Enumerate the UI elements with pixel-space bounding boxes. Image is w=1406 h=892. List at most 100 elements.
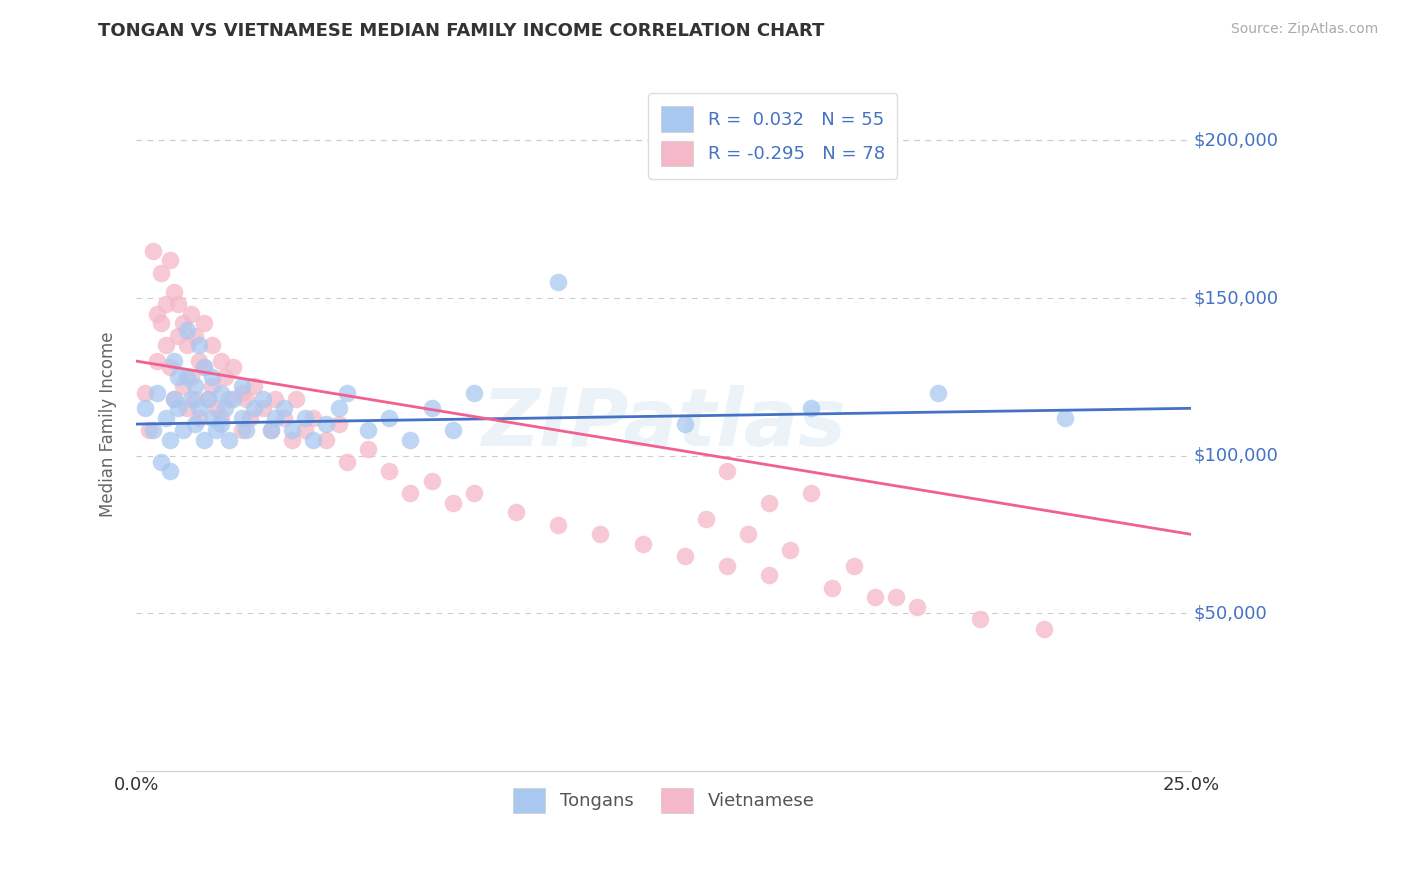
- Point: [260, 423, 283, 437]
- Point: [673, 417, 696, 431]
- Point: [188, 410, 211, 425]
- Point: [159, 464, 181, 478]
- Text: TONGAN VS VIETNAMESE MEDIAN FAMILY INCOME CORRELATION CHART: TONGAN VS VIETNAMESE MEDIAN FAMILY INCOM…: [98, 22, 825, 40]
- Point: [155, 410, 177, 425]
- Point: [235, 423, 257, 437]
- Point: [222, 392, 245, 406]
- Point: [758, 496, 780, 510]
- Point: [150, 316, 173, 330]
- Point: [163, 354, 186, 368]
- Point: [163, 285, 186, 299]
- Point: [209, 417, 232, 431]
- Point: [294, 423, 316, 437]
- Point: [631, 537, 654, 551]
- Point: [273, 410, 295, 425]
- Point: [252, 401, 274, 416]
- Point: [193, 433, 215, 447]
- Point: [184, 417, 207, 431]
- Point: [205, 423, 228, 437]
- Point: [336, 455, 359, 469]
- Point: [180, 392, 202, 406]
- Point: [294, 410, 316, 425]
- Point: [821, 581, 844, 595]
- Point: [146, 307, 169, 321]
- Point: [420, 401, 443, 416]
- Point: [264, 392, 287, 406]
- Point: [201, 410, 224, 425]
- Point: [281, 423, 304, 437]
- Point: [737, 527, 759, 541]
- Point: [463, 385, 485, 400]
- Point: [716, 464, 738, 478]
- Point: [167, 401, 190, 416]
- Point: [134, 385, 156, 400]
- Point: [150, 455, 173, 469]
- Point: [927, 385, 949, 400]
- Point: [673, 549, 696, 564]
- Point: [180, 307, 202, 321]
- Point: [328, 417, 350, 431]
- Point: [193, 360, 215, 375]
- Point: [155, 338, 177, 352]
- Point: [201, 338, 224, 352]
- Text: ZIPatlas: ZIPatlas: [481, 385, 846, 463]
- Point: [441, 423, 464, 437]
- Point: [193, 316, 215, 330]
- Point: [134, 401, 156, 416]
- Point: [463, 486, 485, 500]
- Point: [231, 410, 253, 425]
- Point: [285, 392, 308, 406]
- Point: [184, 379, 207, 393]
- Point: [209, 410, 232, 425]
- Point: [842, 558, 865, 573]
- Point: [547, 275, 569, 289]
- Point: [163, 392, 186, 406]
- Point: [378, 464, 401, 478]
- Point: [184, 392, 207, 406]
- Point: [1032, 622, 1054, 636]
- Text: $150,000: $150,000: [1194, 289, 1278, 307]
- Point: [146, 354, 169, 368]
- Point: [505, 505, 527, 519]
- Point: [197, 392, 219, 406]
- Point: [281, 433, 304, 447]
- Point: [589, 527, 612, 541]
- Point: [188, 338, 211, 352]
- Point: [336, 385, 359, 400]
- Point: [800, 401, 823, 416]
- Point: [197, 392, 219, 406]
- Point: [378, 410, 401, 425]
- Point: [273, 401, 295, 416]
- Point: [218, 433, 240, 447]
- Point: [167, 369, 190, 384]
- Point: [231, 379, 253, 393]
- Point: [146, 385, 169, 400]
- Point: [399, 486, 422, 500]
- Point: [188, 401, 211, 416]
- Point: [231, 385, 253, 400]
- Point: [201, 379, 224, 393]
- Point: [863, 591, 886, 605]
- Point: [163, 392, 186, 406]
- Point: [758, 568, 780, 582]
- Point: [176, 338, 198, 352]
- Point: [243, 401, 266, 416]
- Point: [172, 316, 194, 330]
- Point: [315, 433, 337, 447]
- Point: [142, 423, 165, 437]
- Point: [800, 486, 823, 500]
- Point: [420, 474, 443, 488]
- Point: [209, 354, 232, 368]
- Point: [138, 423, 160, 437]
- Point: [695, 511, 717, 525]
- Point: [150, 266, 173, 280]
- Point: [214, 401, 236, 416]
- Point: [159, 433, 181, 447]
- Point: [357, 442, 380, 457]
- Point: [328, 401, 350, 416]
- Point: [357, 423, 380, 437]
- Point: [235, 392, 257, 406]
- Point: [260, 423, 283, 437]
- Point: [167, 297, 190, 311]
- Legend: Tongans, Vietnamese: Tongans, Vietnamese: [502, 777, 825, 824]
